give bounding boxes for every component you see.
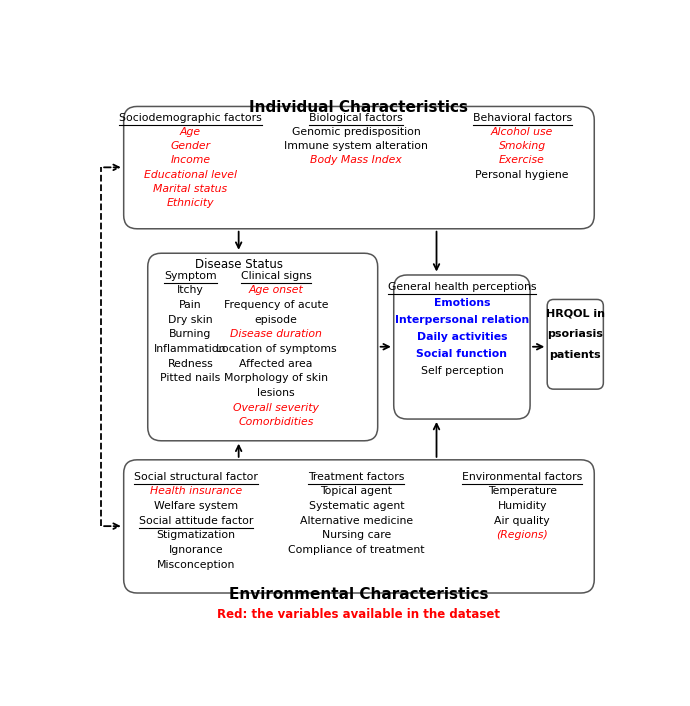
Text: Location of symptoms: Location of symptoms [216, 344, 337, 354]
Text: Pain: Pain [179, 300, 202, 310]
Text: Individual Characteristics: Individual Characteristics [250, 100, 469, 115]
Text: Inflammation: Inflammation [155, 344, 227, 354]
Text: Behavioral factors: Behavioral factors [473, 113, 571, 123]
Text: Educational level: Educational level [144, 169, 237, 179]
Text: Emotions: Emotions [433, 299, 490, 309]
Text: Air quality: Air quality [494, 516, 550, 526]
Text: Marital status: Marital status [153, 184, 228, 193]
Text: Disease Status: Disease Status [195, 258, 283, 270]
Text: Comorbidities: Comorbidities [239, 417, 314, 427]
Text: Interpersonal relation: Interpersonal relation [395, 315, 529, 325]
Text: Genomic predisposition: Genomic predisposition [292, 127, 421, 137]
Text: General health perceptions: General health perceptions [388, 282, 536, 292]
Text: Temperature: Temperature [488, 486, 557, 496]
Text: Self perception: Self perception [420, 366, 503, 376]
Text: Affected area: Affected area [239, 359, 313, 369]
Text: Humidity: Humidity [497, 501, 546, 511]
Text: Burning: Burning [169, 329, 212, 340]
Text: Biological factors: Biological factors [309, 113, 403, 123]
Text: Personal hygiene: Personal hygiene [475, 169, 569, 179]
Text: Systematic agent: Systematic agent [308, 501, 404, 511]
Text: Ethnicity: Ethnicity [167, 198, 215, 208]
FancyBboxPatch shape [148, 253, 377, 441]
Text: Gender: Gender [170, 141, 210, 151]
Text: Age onset: Age onset [248, 285, 304, 295]
Text: Social attitude factor: Social attitude factor [139, 516, 253, 526]
Text: Redness: Redness [168, 359, 213, 369]
Text: Misconception: Misconception [157, 560, 235, 570]
Text: Ignorance: Ignorance [168, 545, 223, 555]
Text: Pitted nails: Pitted nails [160, 373, 221, 383]
Text: Welfare system: Welfare system [154, 501, 238, 511]
Text: psoriasis: psoriasis [547, 329, 603, 340]
Text: Environmental Characteristics: Environmental Characteristics [229, 587, 489, 602]
Text: Topical agent: Topical agent [320, 486, 393, 496]
Text: Smoking: Smoking [498, 141, 546, 151]
Text: Income: Income [170, 155, 210, 165]
Text: Social structural factor: Social structural factor [134, 472, 258, 481]
Text: Exercise: Exercise [499, 155, 545, 165]
FancyBboxPatch shape [124, 107, 594, 229]
Text: Sociodemographic factors: Sociodemographic factors [119, 113, 262, 123]
Text: Health insurance: Health insurance [150, 486, 242, 496]
Text: Compliance of treatment: Compliance of treatment [288, 545, 424, 555]
Text: Treatment factors: Treatment factors [308, 472, 404, 481]
Text: Alternative medicine: Alternative medicine [299, 516, 413, 526]
Text: Frequency of acute: Frequency of acute [224, 300, 328, 310]
Text: Social function: Social function [416, 349, 507, 359]
Text: Alcohol use: Alcohol use [491, 127, 553, 137]
Text: Disease duration: Disease duration [230, 329, 322, 340]
Text: Dry skin: Dry skin [168, 315, 213, 325]
Text: Daily activities: Daily activities [417, 332, 507, 342]
FancyBboxPatch shape [394, 275, 530, 419]
Text: Symptom: Symptom [164, 270, 217, 281]
Text: episode: episode [255, 315, 297, 325]
Text: (Regions): (Regions) [496, 530, 548, 541]
Text: Age: Age [180, 127, 201, 137]
Text: HRQOL in: HRQOL in [546, 309, 604, 318]
Text: Stigmatization: Stigmatization [157, 530, 235, 541]
Text: Clinical signs: Clinical signs [241, 270, 311, 281]
Text: Morphology of skin: Morphology of skin [224, 373, 328, 383]
Text: Body Mass Index: Body Mass Index [310, 155, 402, 165]
FancyBboxPatch shape [547, 299, 603, 389]
Text: Red: the variables available in the dataset: Red: the variables available in the data… [217, 609, 500, 621]
Text: Overall severity: Overall severity [233, 402, 319, 413]
Text: patients: patients [549, 350, 601, 360]
Text: lesions: lesions [257, 388, 295, 398]
Text: Immune system alteration: Immune system alteration [284, 141, 428, 151]
FancyBboxPatch shape [124, 460, 594, 593]
Text: Itchy: Itchy [177, 285, 204, 295]
Text: Nursing care: Nursing care [322, 530, 391, 541]
Text: Environmental factors: Environmental factors [462, 472, 582, 481]
